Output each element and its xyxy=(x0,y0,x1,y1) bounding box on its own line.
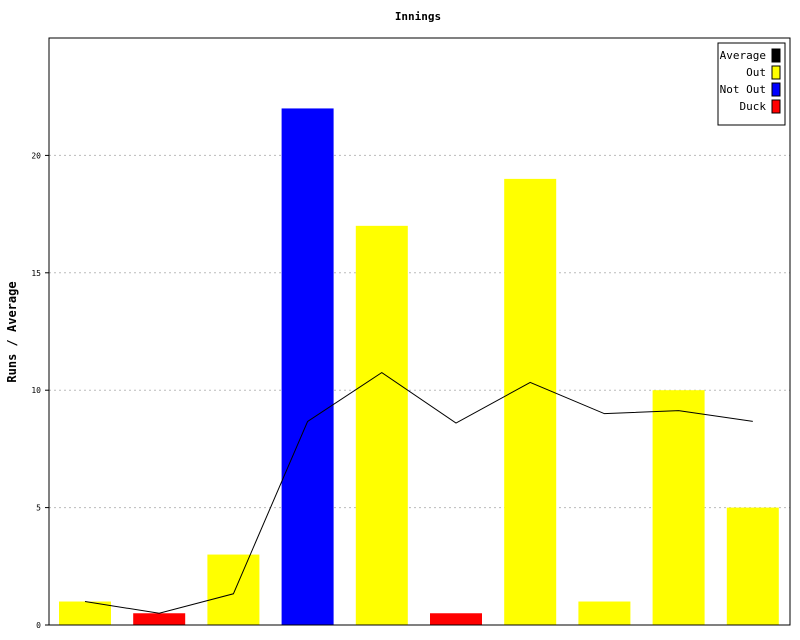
bar-out xyxy=(504,178,557,625)
legend-label: Average xyxy=(720,49,766,62)
bar-out xyxy=(355,225,408,625)
average-line-group xyxy=(84,371,753,614)
average-line xyxy=(84,371,753,614)
y-tick-label: 15 xyxy=(31,269,41,278)
bar-out xyxy=(207,554,260,625)
legend-swatch xyxy=(771,48,781,63)
y-tick-label: 10 xyxy=(31,386,41,395)
legend-swatch xyxy=(771,99,781,114)
bar-not-out xyxy=(281,108,334,625)
gridlines xyxy=(49,154,790,509)
bar-out xyxy=(652,390,705,625)
legend-label: Not Out xyxy=(720,83,766,96)
legend-swatch xyxy=(771,65,781,80)
legend: Average Out Not Out Duck xyxy=(717,42,786,126)
y-tick-label: 0 xyxy=(36,621,41,630)
bar-out xyxy=(59,601,111,625)
bars xyxy=(59,108,779,625)
legend-label: Out xyxy=(746,66,766,79)
bar-duck xyxy=(430,613,482,625)
plot-frame xyxy=(48,37,791,626)
chart-title: Innings xyxy=(395,10,441,23)
legend-swatch xyxy=(771,82,781,97)
bar-out xyxy=(726,507,779,625)
y-axis-label: Runs / Average xyxy=(5,281,19,382)
bar-out xyxy=(578,601,631,625)
bar-duck xyxy=(133,613,186,625)
y-axis-ticks: 0 5 10 15 20 xyxy=(31,151,49,630)
y-tick-label: 20 xyxy=(31,151,41,160)
y-tick-label: 5 xyxy=(36,504,41,513)
legend-label: Duck xyxy=(740,100,767,113)
